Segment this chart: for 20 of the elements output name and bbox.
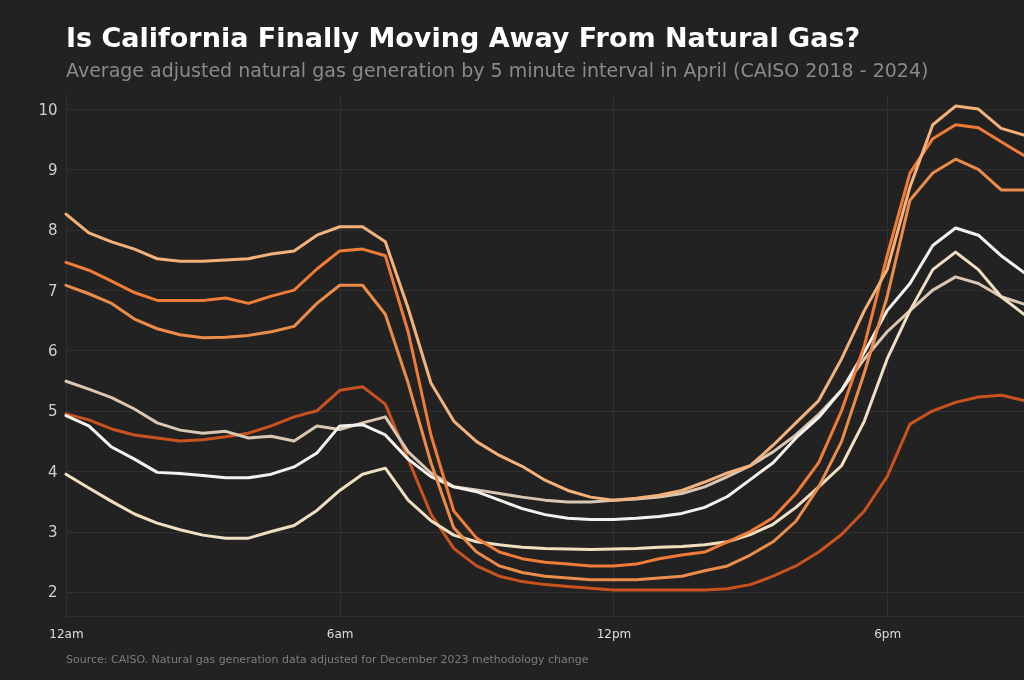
chart-subtitle: Average adjusted natural gas generation by 5 minute interval in April (CAISO 2018 - 2024) [66, 59, 929, 81]
line-series [64, 226, 1024, 521]
y-tick-label: 6 [47, 341, 58, 360]
x-tick-label: 12pm [596, 626, 632, 641]
y-tick-label: 2 [47, 583, 58, 602]
y-tick-label: 4 [47, 462, 58, 481]
y-tick-label: 5 [47, 402, 58, 421]
y-tick-label: 9 [47, 160, 58, 179]
y-tick-label: 10 [38, 100, 58, 119]
x-tick-label: 6am [326, 626, 354, 641]
source-note: Source: CAISO. Natural gas generation data adjusted for December 2023 methodology change [66, 653, 589, 666]
line-series [64, 250, 1024, 552]
y-tick-label: 8 [47, 221, 58, 240]
y-tick-label: 3 [47, 523, 58, 542]
x-tick-label: 6pm [874, 626, 902, 641]
y-tick-label: 7 [47, 281, 58, 300]
chart-title: Is California Finally Moving Away From Natural Gas? [66, 22, 861, 53]
x-tick-label: 12am [49, 626, 84, 641]
line-series [64, 385, 1024, 592]
line-series [64, 104, 1024, 502]
